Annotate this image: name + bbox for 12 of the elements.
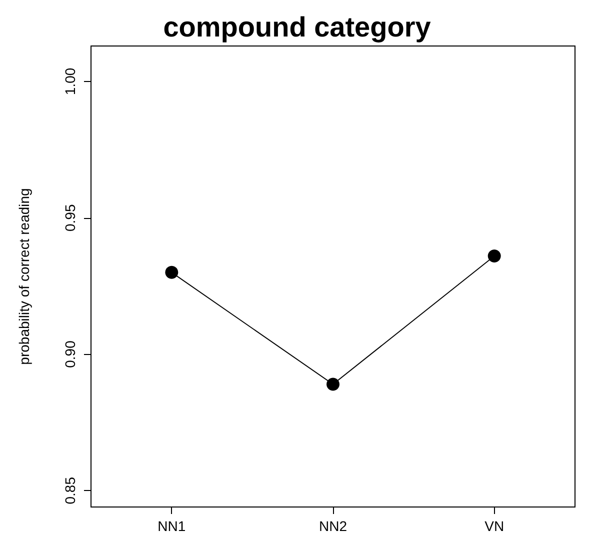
x-tick-label: VN [484, 518, 504, 534]
y-tick-label: 0.85 [62, 476, 78, 504]
y-tick-label: 0.90 [62, 340, 78, 368]
y-axis-title: probability of correct reading [16, 188, 32, 365]
point [488, 250, 501, 263]
chart-title: compound category [163, 12, 432, 42]
x-tick-label: NN1 [158, 518, 186, 534]
y-tick-label: 1.00 [62, 68, 78, 96]
point [326, 378, 340, 391]
point [165, 266, 178, 279]
y-tick-label: 0.95 [62, 204, 78, 232]
x-tick-label: NN2 [318, 518, 348, 534]
